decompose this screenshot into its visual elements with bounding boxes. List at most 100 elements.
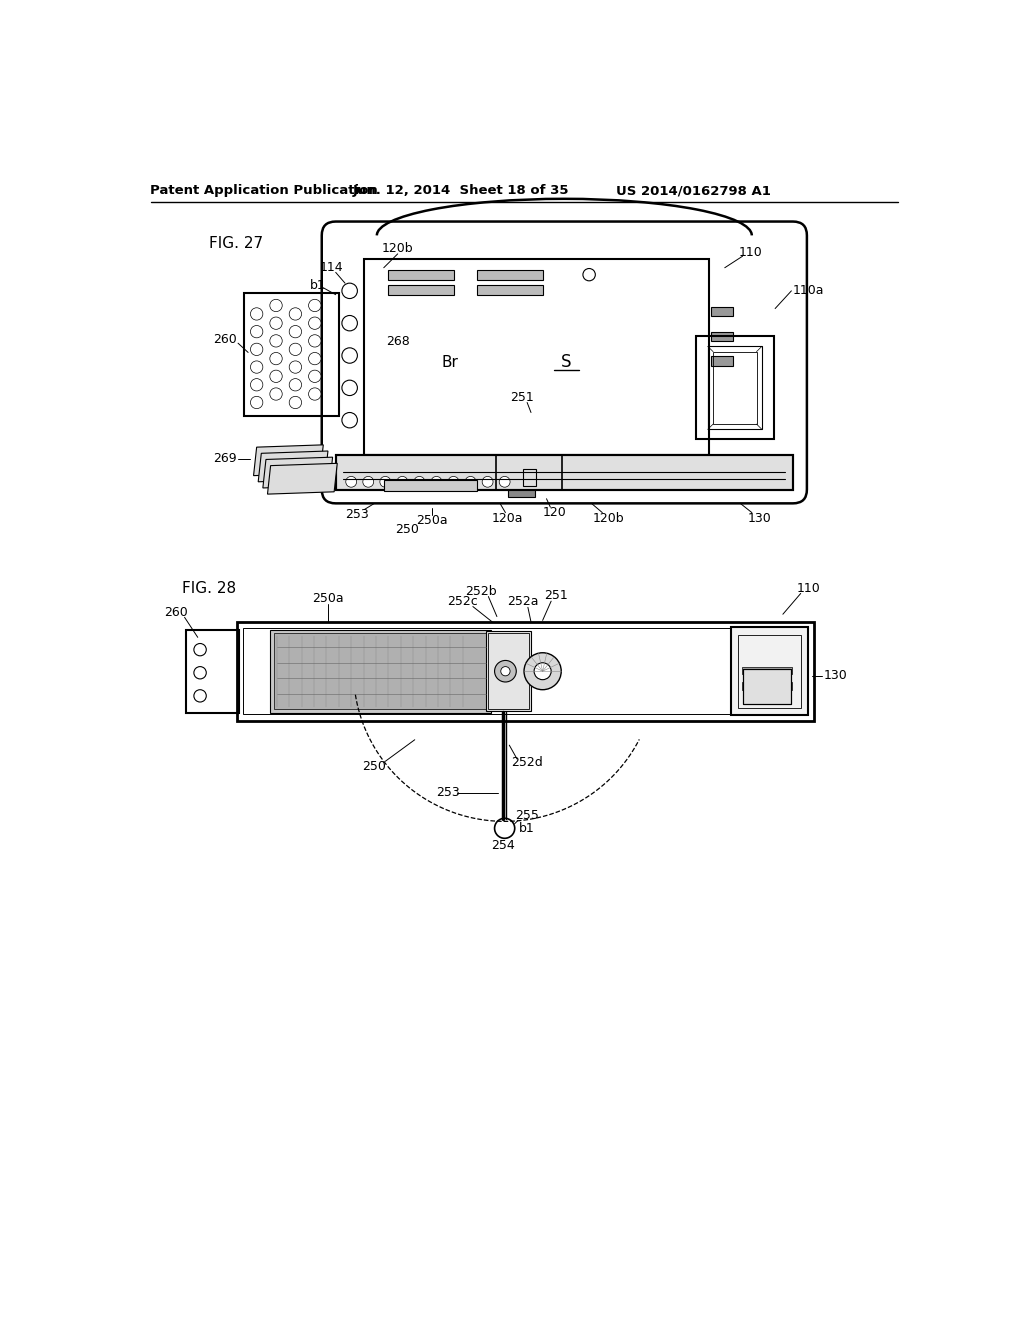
Circle shape — [342, 412, 357, 428]
Text: 255: 255 — [515, 809, 539, 822]
Text: Patent Application Publication: Patent Application Publication — [150, 185, 378, 197]
Circle shape — [289, 326, 302, 338]
Text: 130: 130 — [748, 512, 771, 525]
Bar — [508, 490, 535, 498]
Circle shape — [495, 660, 516, 682]
Bar — [711, 356, 732, 366]
Text: 250a: 250a — [312, 593, 344, 606]
Bar — [488, 634, 528, 709]
Circle shape — [194, 667, 206, 678]
Circle shape — [251, 326, 263, 338]
Circle shape — [524, 653, 561, 689]
Circle shape — [308, 352, 321, 364]
Circle shape — [270, 317, 283, 330]
Bar — [711, 331, 732, 341]
Text: 250: 250 — [362, 760, 386, 774]
Circle shape — [251, 379, 263, 391]
Circle shape — [449, 477, 459, 487]
Circle shape — [308, 388, 321, 400]
Circle shape — [270, 335, 283, 347]
Text: 130: 130 — [823, 669, 847, 682]
Bar — [388, 285, 454, 296]
Circle shape — [308, 370, 321, 383]
Bar — [477, 271, 543, 280]
Circle shape — [397, 477, 408, 487]
Circle shape — [342, 315, 357, 331]
Circle shape — [431, 477, 442, 487]
Circle shape — [346, 477, 356, 487]
Bar — [336, 455, 793, 490]
Bar — [741, 667, 793, 675]
Bar — [270, 630, 490, 713]
Circle shape — [289, 360, 302, 374]
Bar — [711, 308, 732, 317]
Circle shape — [251, 360, 263, 374]
Bar — [738, 635, 802, 708]
Bar — [523, 469, 536, 486]
Text: S: S — [560, 354, 571, 371]
Text: 252a: 252a — [508, 595, 539, 609]
Text: 252b: 252b — [466, 585, 498, 598]
Text: 110a: 110a — [793, 284, 824, 297]
Polygon shape — [254, 445, 324, 475]
Bar — [486, 631, 531, 711]
Text: 253: 253 — [345, 508, 370, 520]
Circle shape — [583, 268, 595, 281]
Text: 269: 269 — [213, 453, 237, 465]
Polygon shape — [263, 457, 333, 488]
Bar — [696, 335, 773, 440]
Circle shape — [362, 477, 374, 487]
Bar — [731, 627, 809, 715]
Text: Br: Br — [441, 355, 458, 370]
Text: 120b: 120b — [593, 512, 625, 525]
Bar — [186, 630, 239, 713]
Circle shape — [194, 644, 206, 656]
Text: 120a: 120a — [492, 512, 523, 525]
Text: 251: 251 — [544, 589, 567, 602]
Circle shape — [308, 335, 321, 347]
Bar — [365, 259, 710, 455]
Circle shape — [308, 317, 321, 330]
Circle shape — [251, 343, 263, 355]
Circle shape — [414, 477, 425, 487]
Text: 254: 254 — [492, 838, 515, 851]
Circle shape — [289, 343, 302, 355]
Text: b1: b1 — [519, 822, 535, 834]
Text: FIG. 27: FIG. 27 — [209, 235, 263, 251]
Circle shape — [342, 348, 357, 363]
Circle shape — [500, 477, 510, 487]
Text: b1: b1 — [310, 279, 326, 292]
Circle shape — [289, 308, 302, 321]
Text: 120b: 120b — [382, 242, 414, 255]
Circle shape — [289, 396, 302, 409]
Circle shape — [289, 379, 302, 391]
Text: 252c: 252c — [447, 595, 478, 609]
Bar — [742, 669, 791, 704]
Text: Jun. 12, 2014  Sheet 18 of 35: Jun. 12, 2014 Sheet 18 of 35 — [353, 185, 569, 197]
Bar — [273, 634, 486, 709]
Circle shape — [482, 477, 493, 487]
Circle shape — [270, 388, 283, 400]
Text: 114: 114 — [319, 261, 343, 275]
Circle shape — [342, 284, 357, 298]
Circle shape — [465, 477, 476, 487]
Text: 110: 110 — [738, 246, 762, 259]
Circle shape — [251, 308, 263, 321]
Circle shape — [342, 380, 357, 396]
Bar — [477, 285, 543, 296]
Bar — [741, 682, 793, 689]
Text: 253: 253 — [436, 787, 460, 800]
Bar — [742, 669, 791, 704]
Text: 268: 268 — [386, 335, 410, 348]
Bar — [713, 351, 757, 424]
Bar — [384, 480, 477, 491]
Circle shape — [308, 300, 321, 312]
Bar — [708, 346, 762, 429]
Bar — [336, 455, 793, 490]
Text: 260: 260 — [213, 333, 237, 346]
Text: 250: 250 — [395, 523, 419, 536]
Text: 251: 251 — [510, 391, 534, 404]
Text: 252d: 252d — [511, 756, 543, 770]
Text: US 2014/0162798 A1: US 2014/0162798 A1 — [616, 185, 771, 197]
Circle shape — [270, 300, 283, 312]
